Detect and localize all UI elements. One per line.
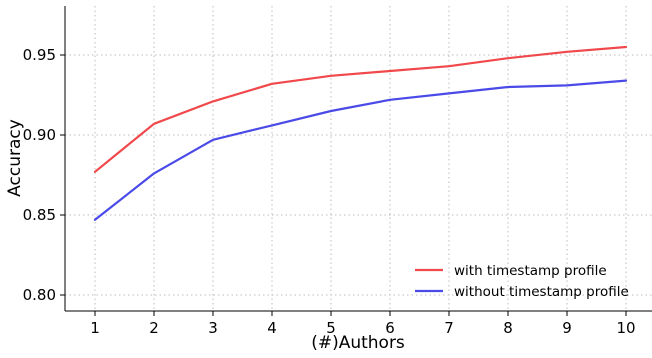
y-tick-label: 0.95 (23, 46, 56, 64)
tick-labels: 1 2 3 4 5 6 7 8 9 10 0.80 0.85 0.90 0.95 (23, 46, 636, 337)
legend-label: with timestamp profile (454, 263, 607, 279)
legend: with timestamp profile without timestamp … (415, 263, 629, 300)
y-axis-title: Accuracy (5, 119, 25, 197)
series-line-with-timestamp (93, 45, 628, 173)
x-tick-label: 7 (444, 319, 454, 337)
x-tick-label: 6 (385, 319, 395, 337)
x-tick-label: 10 (616, 319, 635, 337)
y-tick-label: 0.80 (23, 286, 56, 304)
x-axis-title: (#)Authors (311, 333, 405, 353)
axes (64, 6, 652, 312)
grid (65, 6, 652, 311)
legend-label: without timestamp profile (454, 284, 629, 300)
series-line-without-timestamp (93, 79, 628, 221)
y-tick-label: 0.90 (23, 126, 56, 144)
x-tick-label: 8 (503, 319, 513, 337)
x-tick-label: 9 (562, 319, 572, 337)
x-tick-label: 5 (326, 319, 336, 337)
x-tick-label: 3 (208, 319, 218, 337)
x-tick-label: 4 (267, 319, 277, 337)
series-lines (93, 45, 628, 221)
x-tick-label: 1 (90, 319, 100, 337)
x-tick-label: 2 (149, 319, 159, 337)
y-tick-label: 0.85 (23, 206, 56, 224)
